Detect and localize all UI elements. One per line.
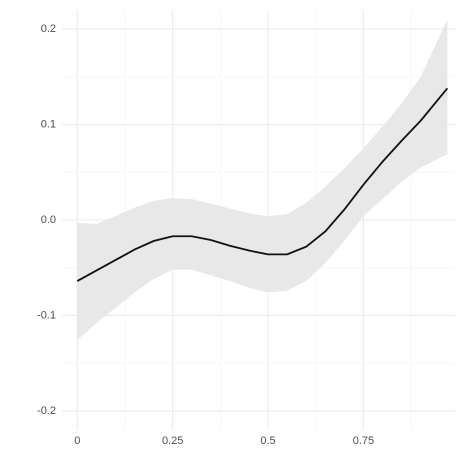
y-tick-label: -0.1 <box>37 309 56 321</box>
x-tick-label: 0.5 <box>260 435 275 447</box>
confidence-band <box>77 19 448 341</box>
x-tick-label: 0 <box>74 435 80 447</box>
x-tick-label: 0.25 <box>162 435 183 447</box>
x-tick-label: 0.75 <box>353 435 374 447</box>
line <box>76 87 449 282</box>
y-tick-label: -0.2 <box>37 405 56 417</box>
y-tick-label: 0.1 <box>41 118 56 130</box>
y-tick-label: 0.0 <box>41 214 56 226</box>
y-tick-label: 0.2 <box>41 23 56 35</box>
